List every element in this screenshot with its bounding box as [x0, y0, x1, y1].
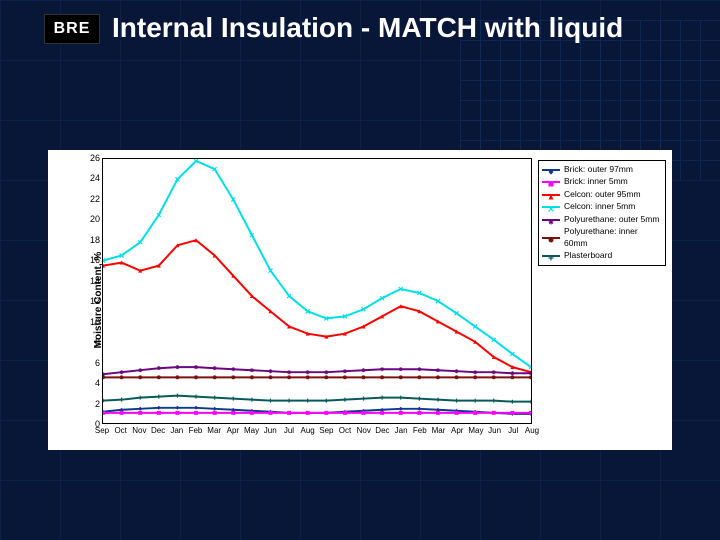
- x-tick-label: Dec: [151, 426, 165, 435]
- legend-item: Polyurethane: outer 5mm: [542, 214, 662, 225]
- legend-swatch: [542, 219, 560, 221]
- y-tick-label: 2: [95, 399, 100, 409]
- legend-swatch: [542, 181, 560, 183]
- legend-label: Celcon: inner 5mm: [564, 201, 635, 212]
- x-tick-label: Jan: [170, 426, 183, 435]
- x-tick-label: Nov: [357, 426, 371, 435]
- x-tick-label: Jun: [488, 426, 501, 435]
- legend-swatch: [542, 194, 560, 196]
- x-tick-label: Aug: [301, 426, 315, 435]
- x-tick-label: Sep: [95, 426, 109, 435]
- legend: Brick: outer 97mmBrick: inner 5mm Celcon:…: [538, 160, 666, 266]
- plot-area: [102, 158, 532, 424]
- legend-item: Brick: outer 97mm: [542, 164, 662, 175]
- legend-label: Polyurethane: outer 5mm: [564, 214, 659, 225]
- x-tick-label: Jun: [264, 426, 277, 435]
- x-tick-label: Mar: [432, 426, 446, 435]
- x-tick-label: Oct: [339, 426, 351, 435]
- legend-item: Polyurethane: inner 60mm: [542, 226, 662, 249]
- y-tick-label: 6: [95, 358, 100, 368]
- x-tick-label: Aug: [525, 426, 539, 435]
- x-tick-label: Mar: [207, 426, 221, 435]
- legend-item: Celcon: inner 5mm: [542, 201, 662, 212]
- x-tick-label: May: [244, 426, 259, 435]
- legend-item: Plasterboard: [542, 250, 662, 261]
- legend-label: Brick: outer 97mm: [564, 164, 633, 175]
- y-tick-label: 20: [90, 214, 100, 224]
- legend-label: Polyurethane: inner 60mm: [564, 226, 662, 249]
- y-tick-label: 24: [90, 173, 100, 183]
- legend-item: Celcon: outer 95mm: [542, 189, 662, 200]
- y-tick-label: 26: [90, 153, 100, 163]
- x-tick-label: Apr: [451, 426, 463, 435]
- x-tick-label: Jul: [284, 426, 294, 435]
- x-tick-label: Jul: [508, 426, 518, 435]
- plot-svg: [103, 159, 531, 423]
- legend-swatch: [542, 237, 560, 239]
- x-axis-ticks: SepOctNovDecJanFebMarAprMayJunJulAugSepO…: [102, 426, 532, 446]
- x-tick-label: Dec: [375, 426, 389, 435]
- logo-text: BRE: [54, 20, 91, 38]
- x-tick-label: Feb: [413, 426, 427, 435]
- moisture-chart: Moisture Content, % 02468101214161820222…: [48, 150, 672, 450]
- x-tick-label: Apr: [227, 426, 239, 435]
- x-tick-label: Sep: [319, 426, 333, 435]
- legend-label: Brick: inner 5mm: [564, 176, 628, 187]
- legend-label: Plasterboard: [564, 250, 612, 261]
- x-tick-label: May: [468, 426, 483, 435]
- x-tick-label: Nov: [132, 426, 146, 435]
- legend-swatch: [542, 255, 560, 257]
- slide-title: Internal Insulation - MATCH with liquid: [112, 12, 672, 44]
- y-tick-label: 10: [90, 317, 100, 327]
- legend-swatch: [542, 206, 560, 208]
- y-tick-label: 4: [95, 378, 100, 388]
- bre-logo: BRE: [44, 14, 100, 44]
- legend-label: Celcon: outer 95mm: [564, 189, 641, 200]
- x-tick-label: Oct: [114, 426, 126, 435]
- y-tick-label: 16: [90, 255, 100, 265]
- y-tick-label: 12: [90, 296, 100, 306]
- y-tick-label: 14: [90, 276, 100, 286]
- y-axis-ticks: 02468101214161820222426: [82, 158, 100, 424]
- x-tick-label: Feb: [189, 426, 203, 435]
- y-tick-label: 18: [90, 235, 100, 245]
- legend-swatch: [542, 169, 560, 171]
- x-tick-label: Jan: [395, 426, 408, 435]
- y-tick-label: 8: [95, 337, 100, 347]
- legend-item: Brick: inner 5mm: [542, 176, 662, 187]
- y-tick-label: 22: [90, 194, 100, 204]
